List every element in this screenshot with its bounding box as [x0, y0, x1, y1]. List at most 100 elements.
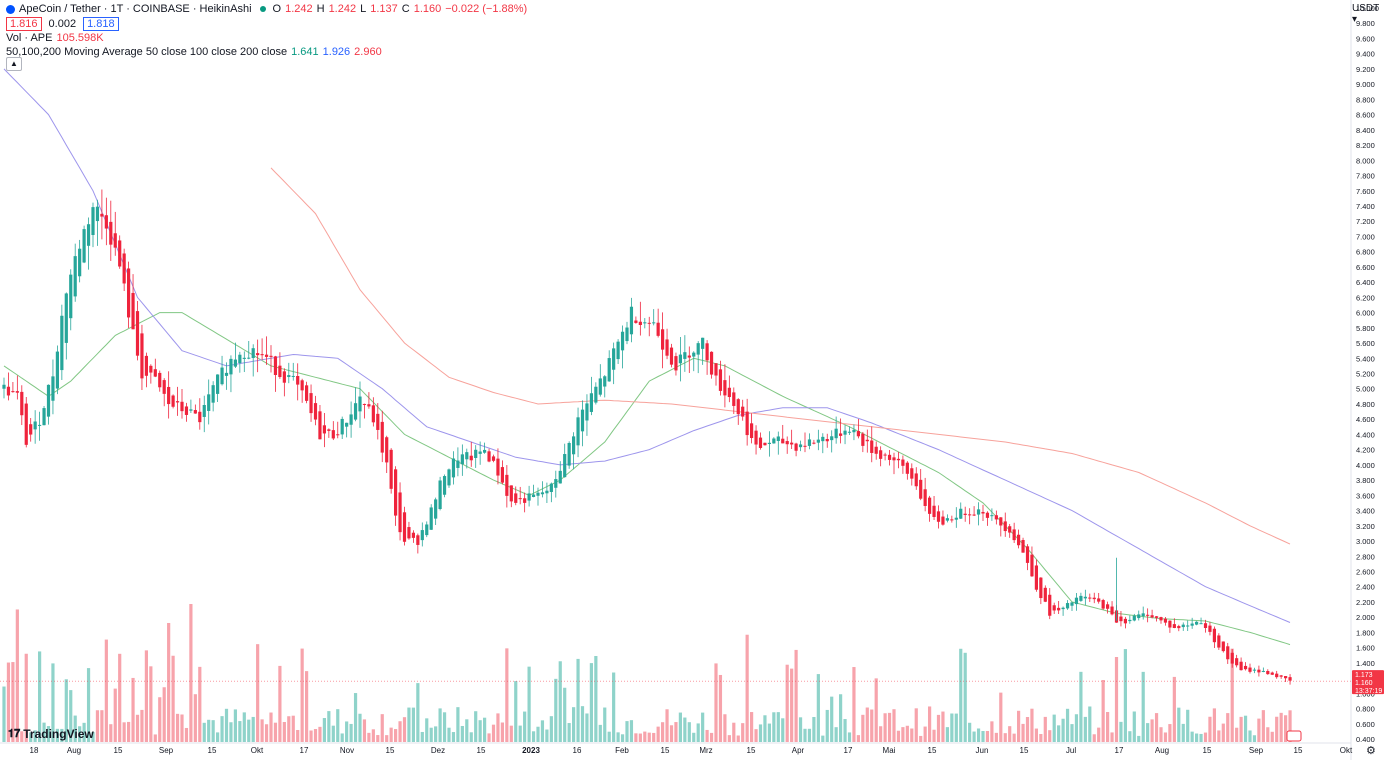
candle-body: [558, 470, 562, 484]
volume-bar: [211, 720, 215, 742]
volume-bar: [709, 732, 714, 742]
candle-body: [95, 206, 100, 222]
event-flag-icon: [1286, 730, 1302, 742]
volume-bar: [216, 732, 220, 742]
volume-bar: [968, 722, 972, 742]
currency-selector[interactable]: USDT ▾: [1352, 3, 1380, 25]
candle-body: [1252, 669, 1257, 671]
x-tick-label: 17: [1115, 746, 1124, 755]
candle-body: [696, 343, 700, 355]
candle-body: [580, 409, 585, 432]
volume-bar: [861, 714, 865, 742]
volume-bar: [1252, 735, 1257, 742]
candle-body: [86, 224, 91, 246]
volume-bar: [714, 663, 718, 742]
candle-body: [994, 515, 998, 520]
volume-bar: [563, 687, 567, 742]
last-price-badge: [1352, 670, 1384, 695]
ohlc-open: 1.242: [285, 3, 313, 15]
volume-bar: [1088, 706, 1092, 742]
volume-bar: [327, 711, 331, 742]
scale-settings-icon[interactable]: ⚙: [1366, 745, 1376, 757]
candle-body: [113, 233, 117, 248]
ohlc-high: 1.242: [328, 3, 357, 15]
candle-body: [767, 442, 771, 445]
candle-body: [758, 437, 763, 448]
ohlc-low-label: L: [360, 3, 367, 15]
buy-button[interactable]: 1.818: [83, 17, 119, 31]
volume-bar: [242, 712, 246, 742]
y-tick-label: 7.800: [1356, 172, 1375, 181]
spread-value: 0.002: [48, 18, 77, 30]
volume-bar: [767, 723, 771, 742]
x-tick-label: 15: [1294, 746, 1303, 755]
x-tick-label: Feb: [615, 746, 629, 755]
candle-body: [1159, 617, 1163, 621]
candle-body: [807, 439, 812, 446]
candle-body: [1199, 623, 1203, 625]
volume-bar: [1261, 710, 1265, 742]
candle-body: [1195, 621, 1199, 625]
volume-bar: [282, 721, 286, 742]
volume-bar: [843, 719, 847, 742]
volume-bar: [620, 734, 625, 742]
candle-body: [198, 411, 202, 423]
volume-bar: [91, 732, 95, 742]
volume-bar: [963, 652, 967, 742]
candle-body: [505, 474, 509, 496]
volume-bar: [198, 666, 202, 742]
x-tick-label: 15: [477, 746, 486, 755]
candle-body: [1012, 529, 1016, 541]
ma-legend-row[interactable]: 50,100,200 Moving Average 50 close 100 c…: [6, 45, 527, 59]
candle-body: [785, 441, 789, 445]
candle-body: [572, 436, 576, 455]
candle-body: [367, 404, 371, 407]
volume-bar: [990, 721, 994, 742]
candle-body: [950, 519, 954, 521]
y-tick-label: 4.000: [1356, 461, 1375, 470]
candle-body: [483, 449, 487, 453]
volume-bar: [491, 724, 496, 742]
candle-body: [990, 515, 994, 517]
symbol-row[interactable]: ApeCoin / Tether · 1T · COINBASE · Heiki…: [6, 2, 527, 16]
candle-body: [549, 483, 553, 492]
tradingview-logo[interactable]: 𝟏𝟕 TradingView: [8, 727, 94, 741]
x-tick-label: Mrz: [699, 746, 712, 755]
volume-bar: [127, 721, 131, 742]
candle-body: [620, 331, 625, 351]
y-tick-label: 5.000: [1356, 385, 1375, 394]
volume-bar: [38, 651, 42, 742]
candle-body: [305, 385, 309, 401]
candle-body: [82, 229, 86, 263]
symbol-title[interactable]: ApeCoin / Tether · 1T · COINBASE · Heiki…: [19, 3, 252, 15]
volume-bar: [1284, 715, 1288, 742]
candle-body: [1154, 616, 1159, 618]
volume-bar: [807, 728, 812, 742]
candle-body: [211, 385, 215, 403]
volume-legend-row[interactable]: Vol · APE 105.598K: [6, 31, 527, 45]
candle-body: [1261, 670, 1265, 672]
candle-body: [883, 454, 887, 456]
candle-body: [1186, 625, 1190, 627]
candle-body: [1239, 661, 1243, 671]
volume-bar: [469, 732, 473, 742]
volume-bar: [184, 727, 189, 742]
candle-body: [51, 376, 55, 401]
volume-bar: [1021, 723, 1025, 742]
volume-bar: [135, 714, 140, 742]
candle-body: [144, 355, 148, 376]
y-tick-label: 4.200: [1356, 446, 1375, 455]
chevron-up-icon: ▲: [10, 59, 18, 68]
volume-bar: [224, 708, 229, 742]
x-tick-label: Okt: [251, 746, 264, 755]
candle-body: [745, 411, 749, 436]
volume-bar: [781, 718, 785, 742]
candle-body: [207, 394, 211, 411]
x-tick-label: 15: [661, 746, 670, 755]
collapse-legend-button[interactable]: ▲: [6, 57, 22, 71]
volume-bar: [1168, 724, 1172, 742]
sell-button[interactable]: 1.816: [6, 17, 42, 31]
volume-bar: [976, 728, 981, 742]
volume-bar: [73, 715, 77, 742]
